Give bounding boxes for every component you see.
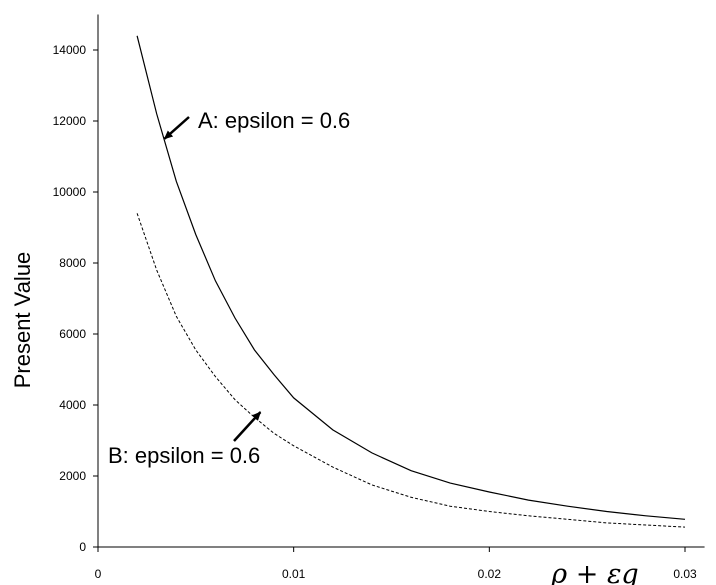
annotation-arrow	[163, 116, 190, 140]
annotation-arrow	[233, 411, 262, 442]
annotation-label: A: epsilon = 0.6	[198, 108, 350, 133]
axes	[97, 14, 705, 548]
y-ticks: 0 2000 4000 6000 8000 10000 12000 14000	[53, 43, 98, 554]
annotation-label: B: epsilon = 0.6	[108, 443, 260, 468]
y-tick-label: 6000	[59, 327, 86, 341]
x-tick-label: 0.02	[478, 567, 502, 581]
y-tick-label: 12000	[53, 114, 87, 128]
y-tick-label: 14000	[53, 43, 87, 57]
annotations: A: epsilon = 0.6 B: epsilon = 0.6	[108, 108, 350, 468]
y-tick-label: 0	[79, 540, 86, 554]
series-lines	[136, 35, 686, 528]
series-line-a	[136, 35, 686, 520]
y-tick-label: 8000	[59, 256, 86, 270]
x-tick-label: 0.01	[282, 567, 306, 581]
x-axis-title: ρ + εg	[550, 559, 638, 585]
series-line-b	[136, 213, 686, 528]
x-ticks: 0 0.01 0.02 0.03	[95, 547, 697, 581]
x-tick-label: 0.03	[673, 567, 697, 581]
y-tick-label: 10000	[53, 185, 87, 199]
y-tick-label: 4000	[59, 398, 86, 412]
x-tick-label: 0	[95, 567, 102, 581]
y-axis-title: Present Value	[10, 252, 35, 389]
y-tick-label: 2000	[59, 469, 86, 483]
